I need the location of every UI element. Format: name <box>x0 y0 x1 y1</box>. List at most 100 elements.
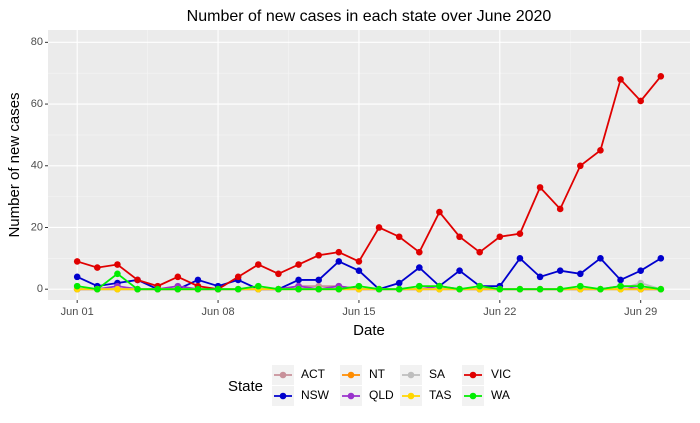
data-point <box>355 282 363 290</box>
data-point <box>134 276 141 284</box>
legend-label: QLD <box>369 388 394 402</box>
data-point <box>194 285 202 293</box>
data-point <box>395 285 403 293</box>
data-point <box>456 285 463 293</box>
data-point <box>416 264 423 271</box>
data-point <box>335 248 343 256</box>
data-point <box>637 282 644 290</box>
data-point <box>114 285 121 293</box>
data-point <box>617 282 624 290</box>
legend-label: ACT <box>301 367 326 381</box>
data-point <box>174 285 182 293</box>
chart-title: Number of new cases in each state over J… <box>187 8 552 25</box>
panel <box>48 30 690 300</box>
data-point <box>617 276 624 284</box>
legend-point <box>407 371 415 379</box>
data-point <box>275 285 282 293</box>
data-point <box>335 285 343 293</box>
legend-label: NT <box>369 367 386 381</box>
data-point <box>556 205 564 213</box>
x-tick-label: Jun 29 <box>624 306 657 318</box>
data-point <box>295 261 302 268</box>
data-point <box>476 282 483 290</box>
data-point <box>597 285 604 293</box>
data-point <box>637 267 644 274</box>
x-tick-label: Jun 15 <box>342 306 375 318</box>
data-point <box>395 233 403 241</box>
data-point <box>73 258 81 265</box>
data-point <box>234 273 242 281</box>
data-point <box>134 285 141 293</box>
data-point <box>416 282 423 290</box>
data-point <box>577 162 584 170</box>
x-tick-label: Jun 01 <box>61 306 94 318</box>
data-point <box>476 248 483 256</box>
data-point <box>657 285 665 293</box>
series-line <box>76 75 662 291</box>
data-point <box>375 224 383 231</box>
legend-label: VIC <box>491 367 511 381</box>
data-point <box>436 282 443 290</box>
data-point <box>355 258 363 265</box>
data-point <box>516 230 524 237</box>
y-tick-label: 80 <box>31 36 43 48</box>
data-point <box>355 267 363 274</box>
data-point <box>315 285 322 293</box>
data-point <box>436 208 443 216</box>
data-point <box>637 97 644 105</box>
data-point <box>114 270 121 278</box>
x-tick-label: Jun 08 <box>202 306 235 318</box>
data-point <box>416 248 423 256</box>
legend-point <box>469 392 477 400</box>
x-axis-title: Date <box>353 322 385 339</box>
data-point <box>556 267 564 274</box>
data-point <box>295 276 302 284</box>
data-point <box>516 285 524 293</box>
data-point <box>456 267 463 274</box>
y-axis-title: Number of new cases <box>6 92 23 237</box>
data-point <box>255 261 262 268</box>
data-point <box>114 261 121 268</box>
data-point <box>94 285 101 293</box>
data-point <box>577 282 584 290</box>
data-point <box>456 233 463 241</box>
data-point <box>536 184 544 191</box>
data-point <box>395 279 403 287</box>
data-point <box>657 255 665 262</box>
data-point <box>556 285 564 293</box>
data-point <box>496 285 504 293</box>
data-point <box>617 76 624 83</box>
data-point <box>194 276 202 284</box>
data-point <box>496 233 504 241</box>
legend-title: State <box>228 378 263 395</box>
legend-point <box>469 371 477 379</box>
legend-point <box>347 392 355 400</box>
data-point <box>73 273 81 281</box>
data-point <box>234 285 242 293</box>
y-tick-label: 40 <box>31 160 43 172</box>
data-point <box>577 270 584 278</box>
data-point <box>375 285 383 293</box>
legend-label: NSW <box>301 388 330 402</box>
data-point <box>657 72 665 80</box>
data-point <box>315 251 322 259</box>
data-point <box>597 147 604 154</box>
data-point <box>275 270 282 278</box>
y-tick-label: 60 <box>31 98 43 110</box>
data-point <box>295 285 302 293</box>
legend-label: WA <box>491 388 510 402</box>
legend-point <box>279 371 287 379</box>
legend-point <box>347 371 355 379</box>
data-point <box>255 282 262 290</box>
legend-label: TAS <box>429 388 451 402</box>
x-tick-label: Jun 22 <box>483 306 516 318</box>
legend-point <box>407 392 415 400</box>
y-tick-label: 20 <box>31 221 43 233</box>
legend-label: SA <box>429 367 445 381</box>
data-point <box>214 285 222 293</box>
data-point <box>154 285 161 293</box>
data-point <box>73 282 81 290</box>
data-point <box>94 264 101 271</box>
legend-point <box>279 392 287 400</box>
